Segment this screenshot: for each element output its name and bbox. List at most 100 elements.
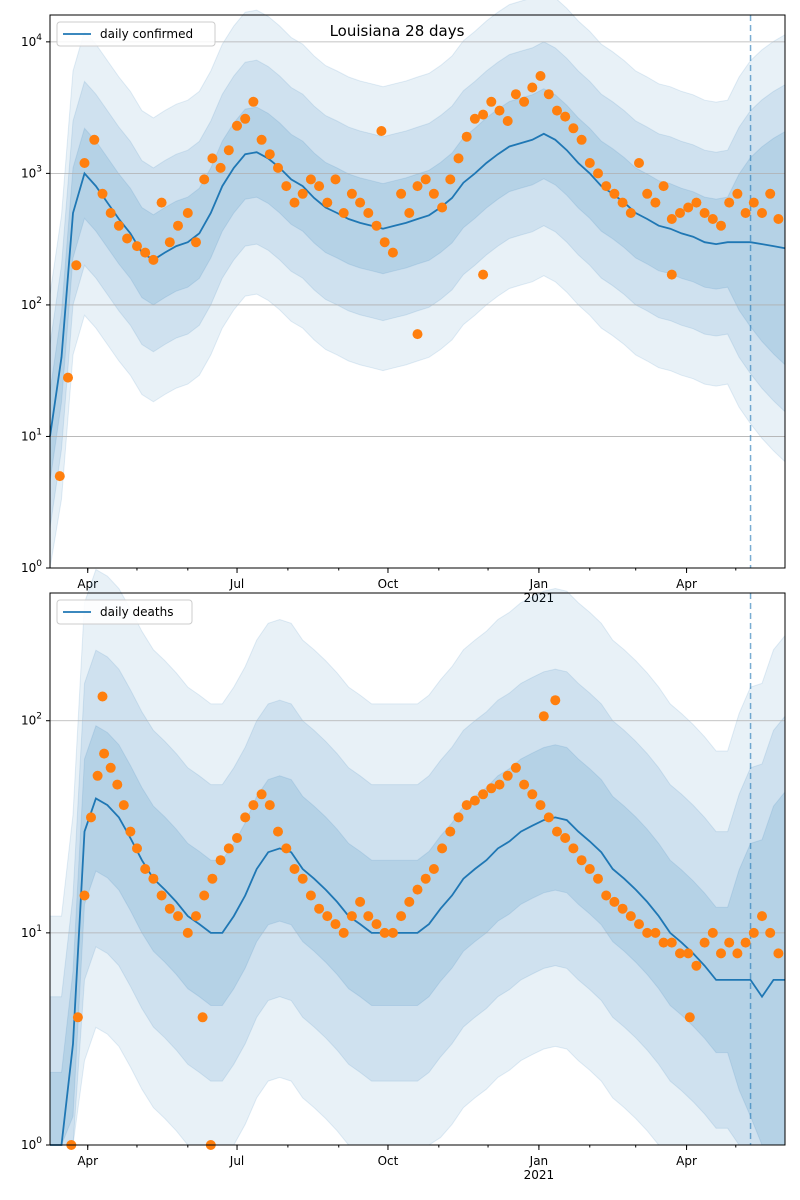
data-point-outlier xyxy=(97,691,108,702)
data-point xyxy=(609,896,620,907)
data-point xyxy=(593,168,603,179)
data-point xyxy=(173,911,183,922)
y-tick-label: 101 xyxy=(21,924,42,940)
series-line xyxy=(49,132,786,437)
data-point xyxy=(650,197,661,208)
data-point xyxy=(156,890,167,901)
data-point xyxy=(740,937,751,948)
data-point xyxy=(601,181,612,192)
data-point xyxy=(494,779,505,790)
data-point xyxy=(99,748,110,759)
data-point xyxy=(617,197,628,208)
data-point xyxy=(387,927,398,938)
data-point xyxy=(609,188,620,199)
data-point xyxy=(642,188,653,199)
data-point xyxy=(305,174,316,185)
data-point xyxy=(453,153,464,164)
data-point xyxy=(314,181,325,192)
data-point xyxy=(748,927,759,938)
data-point xyxy=(223,843,234,854)
data-point xyxy=(412,884,423,895)
data-point xyxy=(387,247,398,258)
data-point xyxy=(707,927,718,938)
data-point xyxy=(164,903,175,914)
data-point xyxy=(478,109,489,120)
data-point xyxy=(683,202,694,213)
axes-frame xyxy=(49,592,786,1146)
data-point xyxy=(305,890,316,901)
data-point xyxy=(132,843,142,854)
data-point xyxy=(191,237,201,248)
data-point xyxy=(338,208,349,218)
data-point xyxy=(281,843,292,854)
data-point xyxy=(675,948,685,959)
data-point xyxy=(122,233,133,244)
data-point xyxy=(79,890,90,901)
x-tick-label: Apr xyxy=(77,577,98,591)
data-point xyxy=(437,843,448,854)
data-point xyxy=(404,896,415,907)
data-point xyxy=(625,208,636,218)
data-point xyxy=(148,254,159,265)
data-point xyxy=(716,220,726,231)
data-point xyxy=(428,188,439,199)
x-tick-label: Jan xyxy=(529,1154,549,1168)
chart-title: Louisiana 28 days xyxy=(330,22,465,40)
data-point xyxy=(535,800,546,811)
data-point xyxy=(140,864,151,874)
data-point xyxy=(445,174,456,185)
data-point xyxy=(396,911,407,922)
data-point xyxy=(486,96,497,107)
data-point xyxy=(215,855,226,866)
data-point xyxy=(322,197,333,208)
data-point xyxy=(215,162,226,173)
data-point xyxy=(297,188,308,199)
data-point xyxy=(330,174,341,185)
data-point xyxy=(322,911,333,922)
data-point xyxy=(560,111,571,122)
data-point xyxy=(396,188,407,199)
deaths-series-line xyxy=(50,797,785,1146)
data-point xyxy=(683,948,694,959)
x-tick-label: Jul xyxy=(229,1154,244,1168)
data-point xyxy=(773,214,784,224)
data-point xyxy=(650,927,661,938)
data-point xyxy=(404,208,415,218)
data-point xyxy=(346,911,357,922)
data-point-outlier xyxy=(478,269,489,280)
data-point xyxy=(437,202,448,213)
data-point xyxy=(346,188,357,199)
y-tick-label: 104 xyxy=(21,33,42,49)
data-point xyxy=(182,927,193,938)
data-point xyxy=(543,812,554,823)
data-point xyxy=(740,208,751,218)
data-point xyxy=(732,188,743,199)
data-point xyxy=(412,181,423,192)
data-point xyxy=(371,220,382,231)
data-point xyxy=(584,158,595,168)
x-tick-label: Apr xyxy=(77,1154,98,1168)
data-point xyxy=(699,937,710,948)
data-point-outlier xyxy=(550,695,561,706)
data-point xyxy=(576,134,587,145)
confirmed-series-line xyxy=(49,132,786,437)
data-point xyxy=(182,208,193,218)
data-point xyxy=(256,134,267,145)
data-point xyxy=(691,960,702,971)
x-tick-label: Oct xyxy=(378,577,399,591)
data-point xyxy=(420,873,431,884)
axes-frame xyxy=(49,14,786,569)
x-tick-label: Apr xyxy=(676,1154,697,1168)
data-point xyxy=(363,208,374,218)
data-point xyxy=(240,113,251,124)
legend-label: daily deaths xyxy=(100,605,173,619)
data-point xyxy=(199,174,210,185)
data-point xyxy=(140,247,151,258)
x-tick-label: Jul xyxy=(229,577,244,591)
confirmed-legend: daily confirmed xyxy=(56,21,216,47)
data-point xyxy=(461,131,472,142)
legend-label: daily confirmed xyxy=(100,27,193,41)
data-point xyxy=(658,181,669,192)
